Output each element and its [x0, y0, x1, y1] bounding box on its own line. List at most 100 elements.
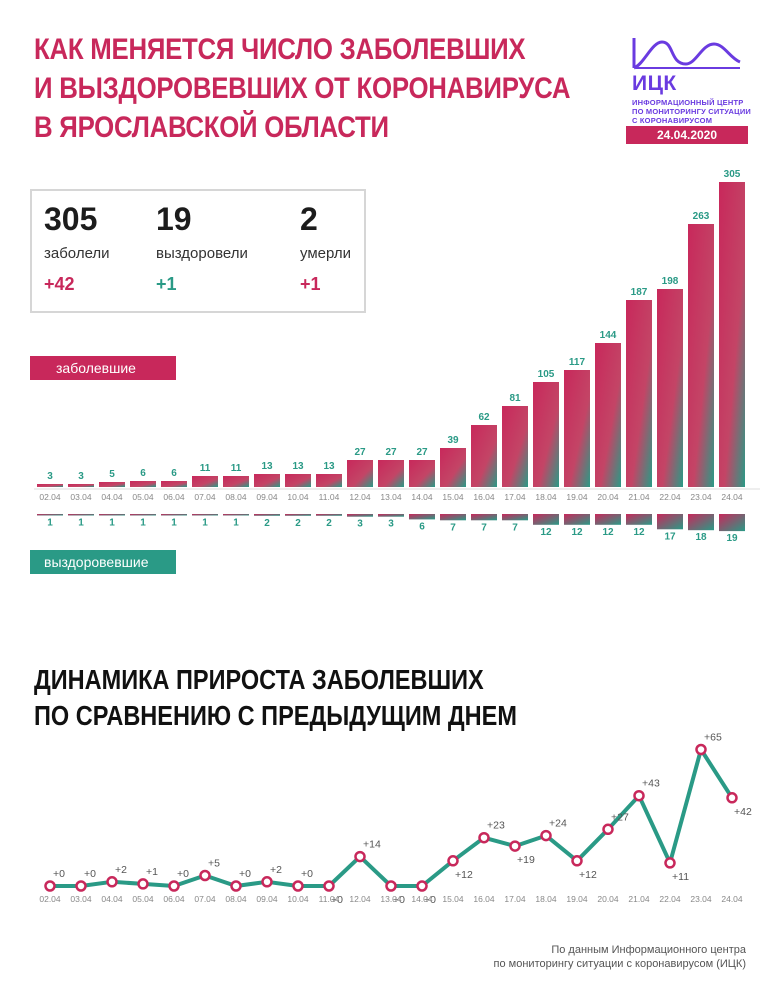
growth-point	[416, 880, 428, 892]
bar-recovered-label: 12	[571, 527, 583, 538]
bar-recovered-label: 2	[264, 518, 270, 529]
bar-infected	[564, 370, 590, 487]
bar-infected-label: 13	[292, 461, 304, 472]
bar-infected	[440, 448, 466, 487]
bar-infected	[657, 289, 683, 487]
bar-infected-label: 11	[200, 463, 211, 474]
legend-infected: заболевшие	[30, 356, 176, 380]
bar-recovered-label: 1	[171, 518, 177, 529]
bar-recovered-label: 1	[202, 518, 208, 529]
growth-value-label: +0	[393, 894, 405, 906]
bar-infected	[409, 460, 435, 487]
x-tick-label: 03.04	[70, 894, 92, 904]
bar-recovered-label: 7	[512, 522, 518, 533]
stat-delta: +42	[44, 274, 75, 294]
x-tick-label: 11.04	[319, 492, 340, 502]
logo-text: ИНФОРМАЦИОННЫЙ ЦЕНТР	[632, 98, 744, 107]
growth-value-label: +5	[208, 858, 220, 870]
growth-point	[509, 840, 521, 852]
bar-recovered	[347, 514, 373, 517]
bar-recovered-label: 12	[540, 527, 552, 538]
x-tick-label: 03.04	[70, 492, 92, 502]
x-tick-label: 20.04	[597, 492, 619, 502]
growth-value-label: +19	[517, 854, 535, 866]
x-tick-label: 02.04	[39, 894, 61, 904]
bar-recovered	[564, 514, 590, 525]
bar-recovered	[192, 514, 218, 516]
x-tick-label: 05.04	[132, 492, 154, 502]
title-line: КАК МЕНЯЕТСЯ ЧИСЛО ЗАБОЛЕВШИХ	[34, 33, 526, 66]
footer-line: по мониторингу ситуации с коронавирусом …	[493, 958, 746, 970]
x-tick-label: 13.04	[380, 894, 402, 904]
footer-line: По данным Информационного центра	[551, 944, 746, 956]
stat-recovered: 19 выздоровели +1	[156, 199, 248, 295]
legend-recovered: выздоровевшие	[30, 550, 176, 574]
growth-point	[261, 876, 273, 888]
stat-label: умерли	[300, 245, 351, 262]
growth-point	[540, 829, 552, 842]
stat-infected: 305 заболели +42	[44, 199, 110, 295]
bar-infected-label: 198	[662, 276, 679, 287]
x-tick-label: 17.04	[504, 492, 526, 502]
bar-infected-label: 3	[78, 471, 84, 482]
growth-point	[633, 789, 645, 802]
stat-value: 19	[156, 201, 192, 237]
bar-recovered-label: 3	[357, 519, 363, 530]
growth-point	[447, 855, 459, 867]
bar-infected	[502, 406, 528, 487]
growth-value-label: +12	[579, 869, 597, 881]
bar-infected	[595, 343, 621, 487]
bar-recovered	[595, 514, 621, 525]
bar-recovered	[471, 514, 497, 521]
bar-infected-label: 187	[631, 287, 648, 298]
bar-recovered	[378, 514, 404, 517]
x-tick-label: 19.04	[566, 894, 588, 904]
growth-value-label: +65	[704, 732, 722, 744]
growth-point	[354, 850, 366, 863]
bar-infected-label: 27	[416, 447, 428, 458]
bar-infected	[378, 460, 404, 487]
x-tick-label: 24.04	[721, 894, 743, 904]
source-note: По данным Информационного центра по мони…	[494, 943, 746, 971]
stat-label: заболели	[44, 245, 110, 262]
stat-deaths: 2 умерли +1	[300, 199, 351, 295]
growth-value-label: +0	[301, 868, 313, 880]
bar-recovered-label: 1	[47, 518, 53, 529]
growth-point	[106, 876, 118, 888]
title-line: В ЯРОСЛАВСКОЙ ОБЛАСТИ	[34, 111, 389, 144]
bar-recovered	[533, 514, 559, 525]
bar-infected-label: 305	[724, 169, 741, 180]
x-tick-label: 22.04	[659, 894, 681, 904]
growth-value-label: +0	[239, 868, 251, 880]
bar-recovered	[440, 514, 466, 521]
x-tick-label: 10.04	[287, 492, 309, 502]
section-title-line: ДИНАМИКА ПРИРОСТА ЗАБОЛЕВШИХ	[34, 664, 484, 695]
growth-value-label: +43	[642, 778, 660, 790]
growth-value-label: +0	[177, 868, 189, 880]
bar-infected	[626, 300, 652, 487]
bar-recovered-label: 3	[388, 519, 394, 530]
growth-point	[664, 857, 676, 869]
logo-abbr: ИЦК	[632, 72, 677, 95]
bar-infected-label: 81	[509, 393, 521, 404]
bar-infected-label: 117	[569, 357, 586, 368]
logo-text: С КОРОНАВИРУСОМ	[632, 116, 713, 125]
bar-infected	[347, 460, 373, 487]
x-tick-label: 21.04	[628, 894, 650, 904]
stat-delta: +1	[156, 274, 177, 294]
x-tick-label: 06.04	[163, 894, 185, 904]
growth-value-label: +0	[84, 868, 96, 880]
growth-value-label: +23	[487, 820, 505, 832]
x-tick-label: 14.04	[411, 492, 433, 502]
bar-recovered	[37, 514, 63, 516]
growth-point	[323, 880, 335, 892]
stat-label: выздоровели	[156, 245, 248, 262]
growth-value-label: +0	[53, 868, 65, 880]
x-tick-label: 07.04	[194, 492, 216, 502]
page-title: КАК МЕНЯЕТСЯ ЧИСЛО ЗАБОЛЕВШИХ И ВЫЗДОРОВ…	[34, 30, 570, 147]
x-tick-label: 09.04	[256, 894, 278, 904]
x-tick-label: 13.04	[380, 492, 402, 502]
bar-recovered-label: 2	[326, 518, 332, 529]
growth-point	[695, 743, 707, 756]
bar-infected-label: 39	[447, 435, 459, 446]
